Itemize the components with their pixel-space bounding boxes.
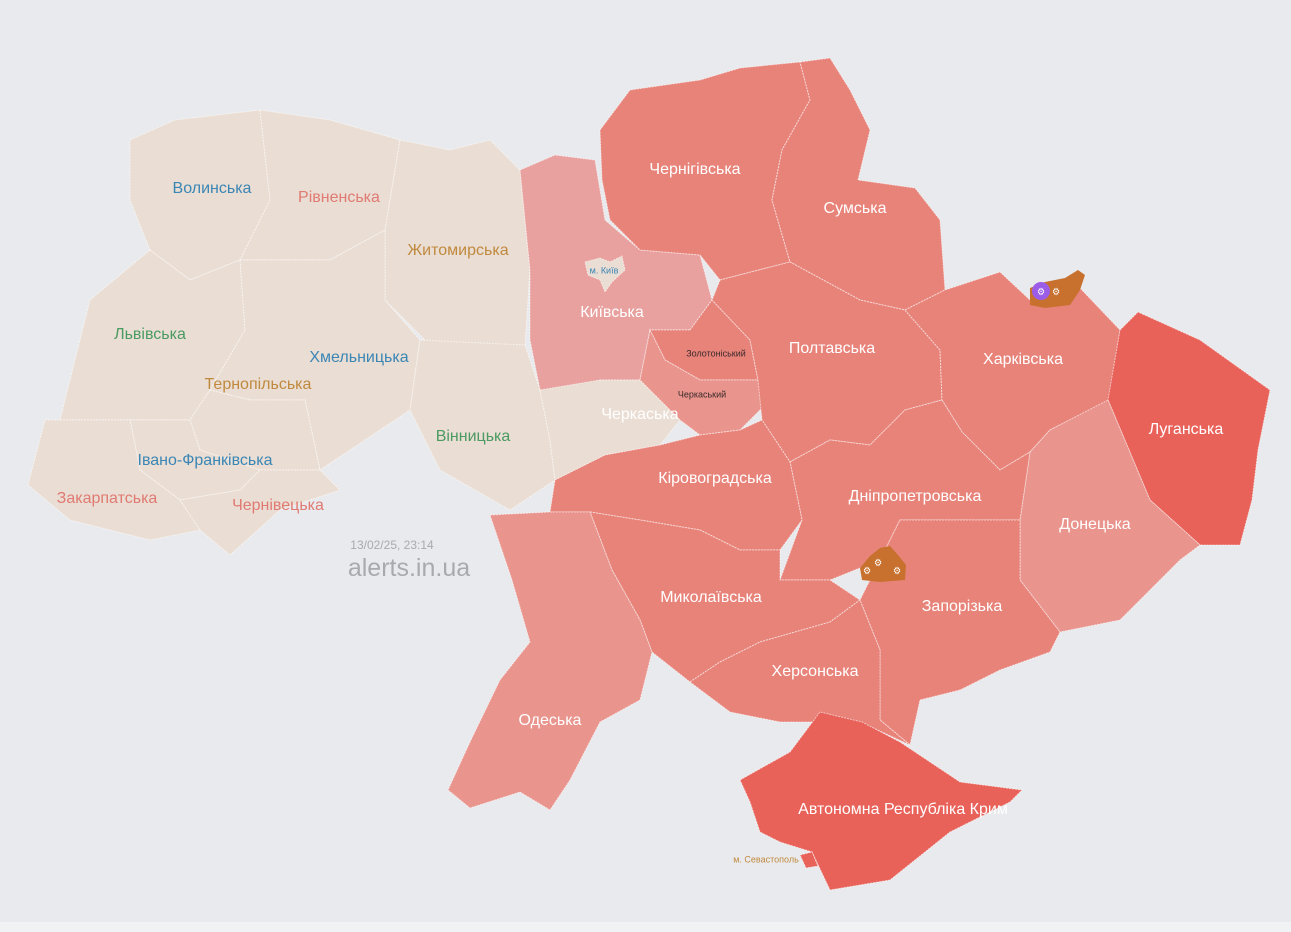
site-watermark: alerts.in.ua bbox=[348, 554, 470, 582]
artillery-icon: ⚙ bbox=[1052, 287, 1060, 298]
region-ternopilska[interactable] bbox=[189, 389, 321, 471]
artillery-zone-dnipropetrovska bbox=[860, 546, 906, 582]
region-khersonska[interactable] bbox=[689, 599, 911, 746]
region-rivnenska[interactable] bbox=[239, 109, 401, 261]
region-poltavska[interactable] bbox=[711, 261, 943, 463]
region-chernivetska[interactable] bbox=[179, 469, 341, 556]
region-luhanska[interactable] bbox=[1107, 311, 1271, 546]
region-kyiv-city[interactable] bbox=[584, 255, 626, 294]
artillery-icon: ⚙ bbox=[893, 566, 901, 577]
region-odeska[interactable] bbox=[447, 511, 653, 811]
regions bbox=[27, 57, 1271, 891]
drone-icon[interactable] bbox=[1032, 282, 1050, 300]
region-donetska[interactable] bbox=[1019, 399, 1201, 633]
region-khmelnytska[interactable] bbox=[209, 229, 421, 471]
artillery-icon: ⚙ bbox=[874, 558, 882, 569]
region-sevastopol[interactable] bbox=[799, 851, 819, 869]
drone-glyph-icon: ⚙ bbox=[1037, 287, 1045, 298]
artillery-icon: ⚙ bbox=[863, 566, 871, 577]
region-crimea[interactable] bbox=[739, 711, 1024, 891]
bottom-bar bbox=[0, 922, 1291, 932]
region-cherkaskyi[interactable] bbox=[639, 328, 766, 436]
region-zhytomyrska[interactable] bbox=[384, 139, 531, 346]
markers: ⚙ ⚙⚙⚙⚙ bbox=[860, 270, 1085, 582]
region-sumska[interactable] bbox=[771, 57, 946, 311]
timestamp: 13/02/25, 23:14 bbox=[350, 538, 434, 552]
